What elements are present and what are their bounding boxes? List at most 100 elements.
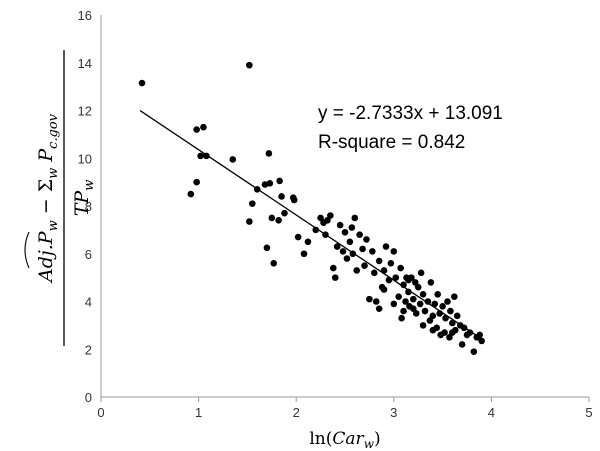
y-label-numerator: Adj.Pw − Σw Pc.gov	[35, 113, 61, 284]
data-point	[447, 307, 454, 315]
y-axis-label: Adj.Pw − Σw Pc.gov TPw	[24, 50, 97, 346]
data-point	[343, 255, 351, 262]
data-point	[193, 126, 200, 133]
y-tick-label: 4	[85, 295, 92, 310]
data-point	[294, 233, 302, 241]
data-point	[387, 260, 395, 267]
data-point	[363, 236, 370, 243]
data-point	[366, 295, 373, 303]
data-point	[416, 300, 424, 308]
data-point	[414, 283, 422, 291]
data-point	[270, 260, 278, 267]
data-point	[200, 123, 207, 131]
data-point	[375, 257, 383, 265]
axes	[100, 15, 589, 398]
data-point	[434, 291, 442, 298]
data-point	[290, 196, 298, 204]
data-point	[348, 224, 356, 231]
data-point	[263, 244, 271, 252]
data-point	[333, 243, 341, 250]
x-tick-label: 2	[293, 405, 300, 420]
data-points	[138, 61, 485, 355]
data-point	[346, 238, 354, 246]
data-point	[429, 326, 437, 334]
data-point	[419, 291, 427, 298]
data-point	[281, 209, 288, 217]
data-point	[400, 281, 407, 289]
data-point	[361, 262, 368, 269]
data-point	[187, 190, 195, 198]
data-point	[353, 267, 361, 274]
tilde-mark	[24, 231, 30, 269]
data-point	[410, 305, 417, 312]
data-point	[246, 61, 253, 69]
data-point	[339, 248, 347, 255]
data-point	[398, 314, 405, 322]
x-tick-label: 5	[585, 405, 592, 420]
data-point	[278, 193, 285, 200]
data-point	[324, 217, 331, 224]
data-point	[138, 79, 146, 87]
data-point	[421, 307, 429, 315]
data-point	[390, 248, 398, 255]
data-point	[446, 334, 453, 341]
data-point	[451, 293, 458, 301]
data-point	[419, 322, 427, 329]
data-point	[336, 221, 344, 229]
data-point	[397, 264, 404, 272]
data-point	[351, 214, 359, 222]
data-point	[453, 312, 461, 320]
x-tick-label: 1	[195, 405, 202, 420]
data-point	[402, 298, 409, 305]
data-point	[439, 302, 446, 310]
data-point	[327, 212, 334, 219]
y-ticks: 0 2 4 6 8 10 12 14 16	[78, 8, 92, 405]
x-tick-label: 3	[390, 405, 397, 420]
data-point	[449, 319, 456, 327]
data-point	[317, 214, 324, 222]
y-tick-label: 14	[78, 56, 92, 71]
data-point	[427, 279, 435, 286]
data-point	[478, 337, 485, 345]
data-point	[410, 295, 417, 303]
data-point	[331, 274, 339, 281]
trendline	[139, 110, 483, 340]
data-point	[431, 300, 439, 308]
data-point	[197, 152, 204, 160]
x-axis-label: ln(Carw)	[309, 429, 380, 451]
data-point	[370, 269, 378, 277]
data-point	[441, 329, 448, 336]
data-point	[429, 312, 437, 320]
data-point	[412, 310, 420, 317]
data-point	[276, 177, 283, 185]
data-point	[411, 279, 419, 286]
equation-annotation: y = -2.7333x + 13.091	[318, 103, 503, 124]
y-tick-label: 6	[85, 247, 92, 262]
data-point	[246, 218, 253, 225]
data-point	[382, 243, 390, 250]
data-point	[275, 217, 282, 224]
data-point	[359, 245, 366, 253]
data-point	[312, 226, 320, 234]
data-point	[265, 150, 273, 157]
data-point	[449, 329, 456, 336]
y-tick-label: 8	[85, 199, 92, 214]
data-point	[400, 307, 407, 315]
y-tick-label: 10	[78, 151, 92, 166]
data-point	[405, 276, 412, 284]
data-point	[405, 288, 412, 296]
data-point	[341, 228, 349, 236]
data-point	[470, 348, 478, 355]
y-tick-label: 12	[78, 104, 92, 119]
data-point	[466, 329, 474, 336]
data-point	[444, 298, 451, 305]
data-point	[248, 200, 256, 207]
data-point	[304, 238, 312, 246]
data-point	[300, 250, 308, 258]
data-point	[266, 180, 274, 187]
data-point	[375, 305, 383, 312]
data-point	[193, 178, 200, 186]
data-point	[380, 286, 388, 293]
data-point	[426, 317, 434, 324]
y-tick-label: 0	[85, 390, 92, 405]
